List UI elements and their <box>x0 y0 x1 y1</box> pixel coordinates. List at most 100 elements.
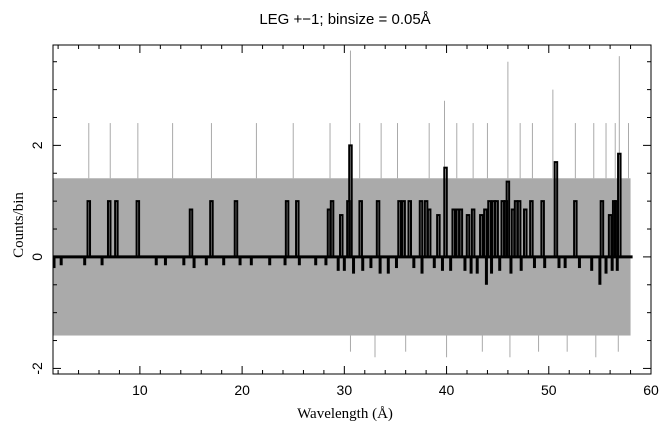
histogram-dip <box>369 256 373 269</box>
histogram-peak <box>465 214 471 258</box>
histogram-peak <box>375 200 381 258</box>
histogram-dip <box>604 256 608 274</box>
histogram-dip <box>100 256 104 266</box>
histogram-dip <box>204 256 208 266</box>
x-tick-label: 40 <box>439 382 455 398</box>
histogram-dip <box>590 256 594 271</box>
histogram-peak <box>339 214 344 258</box>
x-tick-label: 10 <box>132 382 148 398</box>
histogram-dip <box>59 256 63 266</box>
histogram-peak <box>295 200 300 258</box>
histogram-peak <box>553 161 559 258</box>
histogram-dip <box>249 256 253 266</box>
histogram-peak <box>348 144 353 258</box>
histogram-peak <box>451 208 456 258</box>
histogram-dip <box>283 256 287 266</box>
histogram-dip <box>238 256 242 266</box>
histogram-dip <box>432 256 436 269</box>
chart-title: LEG +−1; binsize = 0.05Å <box>259 11 430 28</box>
histogram-dip <box>484 256 488 285</box>
histogram-peak <box>573 200 578 258</box>
histogram-peak <box>494 200 499 258</box>
histogram-dip <box>342 256 346 271</box>
plot-area <box>52 50 633 358</box>
histogram-dip <box>469 256 473 274</box>
histogram-dip <box>378 256 382 274</box>
histogram-dip <box>420 256 424 274</box>
histogram-dip <box>83 256 87 266</box>
x-tick-label: 50 <box>541 382 557 398</box>
histogram-dip <box>314 256 318 266</box>
histogram-dip <box>222 256 226 266</box>
histogram-dip <box>532 256 536 269</box>
histogram-dip <box>182 256 186 266</box>
histogram-peak <box>86 200 92 258</box>
histogram-peak <box>407 200 413 258</box>
histogram-dip <box>268 256 272 266</box>
histogram-dip <box>440 256 444 271</box>
histogram-dip <box>610 256 614 271</box>
x-tick-label: 30 <box>337 382 353 398</box>
histogram-dip <box>615 256 619 271</box>
histogram-peak <box>135 200 141 258</box>
histogram-dip <box>463 256 467 271</box>
histogram-dip <box>324 256 328 266</box>
histogram-dip <box>163 256 167 266</box>
histogram-peak <box>443 166 448 258</box>
histogram-peak <box>426 208 432 258</box>
histogram-dip <box>154 256 158 266</box>
y-axis-label: Counts/bin <box>11 192 27 258</box>
histogram-peak <box>599 200 605 258</box>
x-tick-label: 20 <box>234 382 250 398</box>
x-axis-label: Wavelength (Å) <box>297 406 393 422</box>
histogram-dip <box>336 256 340 271</box>
y-tick-label: 2 <box>29 141 45 149</box>
histogram-dip <box>352 256 356 274</box>
histogram-dip <box>563 256 567 269</box>
y-tick-label: -2 <box>29 362 45 375</box>
histogram-peak <box>401 200 406 258</box>
y-tick-label: 0 <box>29 253 45 261</box>
histogram-peak <box>617 152 622 258</box>
histogram-peak <box>329 200 335 258</box>
histogram-peak <box>470 208 476 258</box>
histogram-peak <box>436 214 441 258</box>
histogram-peak <box>458 208 464 258</box>
histogram-dip <box>449 256 453 271</box>
x-tick-label: 60 <box>643 382 659 398</box>
histogram-dip <box>475 256 479 274</box>
histogram-dip <box>557 256 561 269</box>
histogram-peak <box>114 200 119 258</box>
histogram-peak <box>540 200 545 258</box>
histogram-peak <box>106 200 112 258</box>
histogram-dip <box>519 256 523 271</box>
histogram-dip <box>498 256 502 271</box>
histogram-dip <box>509 256 513 274</box>
histogram-dip <box>577 256 581 269</box>
histogram-dip <box>598 256 602 285</box>
histogram-peak <box>209 200 214 258</box>
histogram-peak <box>607 214 613 258</box>
histogram-peak <box>516 200 522 258</box>
histogram-dip <box>412 256 416 269</box>
histogram-peak <box>523 208 528 258</box>
histogram-peak <box>479 214 484 258</box>
histogram-dip <box>52 256 56 269</box>
histogram-peak <box>358 200 363 258</box>
histogram-dip <box>386 256 390 274</box>
histogram-peak <box>505 180 511 258</box>
histogram-dip <box>490 256 494 274</box>
histogram-peak <box>233 200 239 258</box>
axis-ticks: 10 20 30 40 50 60 -2 0 2 <box>29 45 659 398</box>
histogram-dip <box>192 256 196 269</box>
histogram-dip <box>394 256 398 269</box>
histogram-dip <box>361 256 365 271</box>
histogram-dip <box>297 256 301 266</box>
histogram-peak <box>529 200 534 258</box>
histogram-peak <box>188 208 194 258</box>
histogram-peak <box>487 200 492 258</box>
plot-frame <box>52 44 652 375</box>
histogram-dip <box>543 256 547 269</box>
histogram-peak <box>397 200 402 258</box>
